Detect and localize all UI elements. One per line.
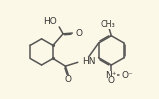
Text: O: O xyxy=(76,29,83,38)
Text: O: O xyxy=(65,75,72,84)
Text: CH₃: CH₃ xyxy=(101,20,116,29)
Text: O: O xyxy=(108,76,115,85)
Text: O⁻: O⁻ xyxy=(121,70,133,79)
Text: HN: HN xyxy=(82,57,95,66)
Text: HO: HO xyxy=(43,17,57,26)
Text: N⁺: N⁺ xyxy=(106,70,117,79)
